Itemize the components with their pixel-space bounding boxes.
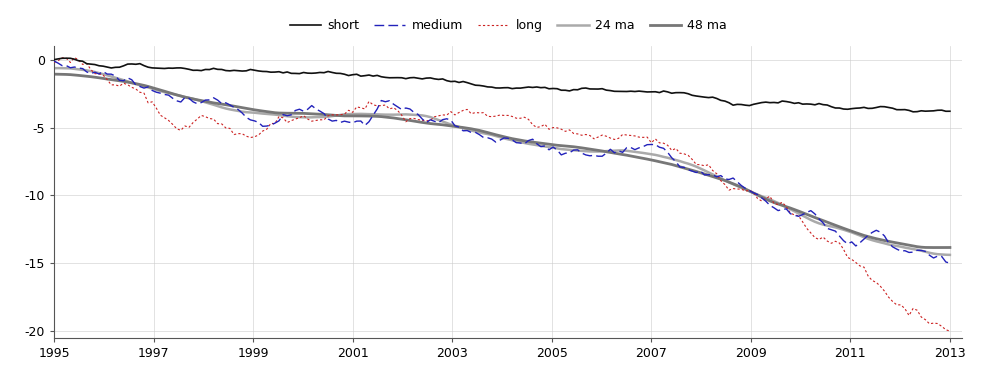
long xyxy=(854,263,866,268)
24 ma xyxy=(854,233,866,238)
short xyxy=(838,107,849,111)
medium xyxy=(526,137,538,142)
24 ma xyxy=(944,253,955,257)
48 ma xyxy=(526,140,538,144)
short xyxy=(854,106,866,110)
48 ma xyxy=(48,72,60,76)
24 ma xyxy=(298,115,309,119)
short xyxy=(314,70,326,75)
long xyxy=(48,60,60,65)
short xyxy=(60,56,72,61)
48 ma xyxy=(294,111,305,116)
Line: long: long xyxy=(54,58,950,331)
24 ma xyxy=(838,227,849,232)
24 ma xyxy=(809,220,821,224)
Line: 24 ma: 24 ma xyxy=(54,68,950,255)
long xyxy=(531,125,543,130)
short xyxy=(907,109,919,114)
long xyxy=(314,118,326,122)
medium xyxy=(805,209,817,213)
Line: short: short xyxy=(54,58,950,112)
long xyxy=(69,55,81,60)
48 ma xyxy=(834,225,846,229)
short xyxy=(531,85,543,89)
48 ma xyxy=(805,214,817,218)
long xyxy=(944,329,955,333)
long xyxy=(838,247,849,252)
short xyxy=(48,57,60,62)
24 ma xyxy=(48,66,60,71)
Legend: short, medium, long, 24 ma, 48 ma: short, medium, long, 24 ma, 48 ma xyxy=(285,14,732,37)
24 ma xyxy=(531,143,543,147)
48 ma xyxy=(932,245,944,250)
medium xyxy=(294,107,305,111)
medium xyxy=(310,107,322,111)
24 ma xyxy=(52,66,64,70)
48 ma xyxy=(944,245,955,250)
long xyxy=(298,113,309,118)
48 ma xyxy=(310,112,322,116)
short xyxy=(944,109,955,114)
medium xyxy=(48,59,60,63)
long xyxy=(809,235,821,240)
24 ma xyxy=(314,115,326,119)
short xyxy=(809,103,821,107)
48 ma xyxy=(850,230,862,235)
short xyxy=(298,70,309,75)
medium xyxy=(834,234,846,238)
medium xyxy=(944,261,955,266)
medium xyxy=(850,244,862,248)
Line: 48 ma: 48 ma xyxy=(54,74,950,248)
Line: medium: medium xyxy=(54,61,950,263)
